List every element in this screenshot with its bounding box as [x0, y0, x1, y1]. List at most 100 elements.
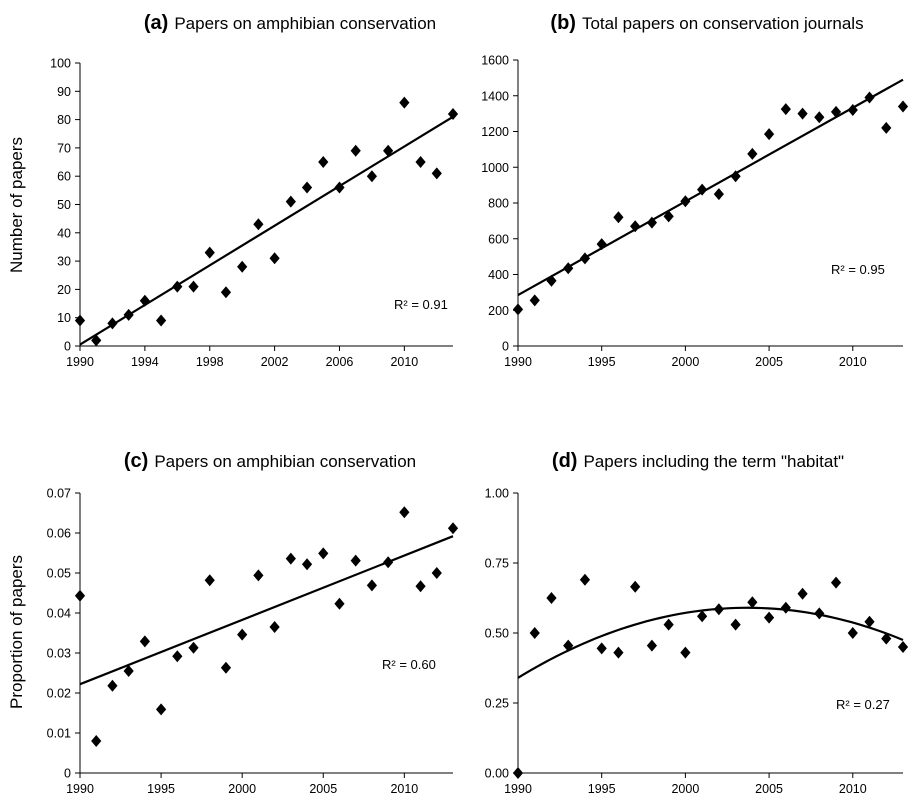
panel-c-r2-label: R² = 0.60 — [382, 657, 436, 672]
panel-a-x-tick-label: 1998 — [196, 355, 224, 369]
panel-c-x-tick-label: 1990 — [66, 782, 94, 796]
panel-a-r2-label: R² = 0.91 — [394, 297, 448, 312]
panel-c-y-tick-label: 0.07 — [47, 487, 71, 501]
panel-b: (b) Total papers on conservation journals… — [481, 12, 909, 369]
panel-d-x-tick-label: 2010 — [839, 782, 867, 796]
panel-a-data-point — [123, 308, 134, 321]
panel-a-data-point — [301, 181, 313, 194]
panel-a-data-point — [220, 286, 232, 299]
panel-a-title-text: Papers on amphibian conservation — [174, 14, 436, 33]
panel-b-data-point — [730, 170, 741, 183]
panel-a-plot-area: 0 10 20 30 40 50 60 70 80 90 100 1990 1994 1998 2002 20… — [50, 57, 459, 369]
panel-d-data-point — [529, 627, 540, 639]
panel-a-data-point — [350, 144, 361, 157]
panel-a-data-point — [269, 252, 280, 265]
panel-a-trendline — [79, 115, 454, 346]
panel-a-data-point — [253, 218, 264, 231]
panel-a-y-tick-label: 80 — [57, 113, 71, 127]
panel-c-data-point — [139, 635, 150, 648]
panel-c-data-point — [334, 597, 345, 610]
panel-b-data-point — [579, 252, 591, 265]
panel-c-data-point — [318, 547, 329, 560]
panel-b-title: (b) Total papers on conservation journals — [550, 12, 863, 34]
panel-b-data-point — [529, 294, 540, 307]
panel-b-data-point — [897, 100, 909, 113]
panel-c-x-tick-label: 1995 — [147, 782, 175, 796]
panel-d-data-point — [663, 618, 674, 631]
panel-d-data-point — [630, 580, 641, 593]
panel-a-x-tick-label: 2002 — [261, 355, 289, 369]
panel-c-data-point — [447, 522, 459, 535]
panel-b-data-point — [546, 274, 557, 287]
panel-b-data-point — [596, 238, 607, 251]
panel-b-y-tick-label: 800 — [488, 197, 509, 211]
panel-a-x-tick-label: 1994 — [131, 355, 159, 369]
panel-c-y-tick-label: 0.02 — [47, 687, 71, 701]
panel-d-x-tick-label: 2000 — [671, 782, 699, 796]
panel-c-letter: (c) — [124, 450, 148, 472]
panel-c-data-point — [107, 679, 118, 692]
panel-c-data-point — [415, 580, 426, 593]
panel-d-letter: (d) — [552, 450, 578, 472]
panel-b-data-point — [763, 128, 775, 141]
panel-b-data-point — [814, 111, 825, 124]
panel-a-data-point — [399, 96, 410, 109]
panel-c-x-tick-label: 2005 — [309, 782, 337, 796]
panel-a-x-tick-label: 2010 — [390, 355, 418, 369]
panel-a-data-point — [204, 246, 215, 259]
panel-c-y-tick-label: 0.03 — [47, 647, 71, 661]
panel-a-y-tick-label: 70 — [57, 141, 71, 155]
panel-c-y-tick-label: 0.04 — [47, 607, 71, 621]
panel-d-data-point — [847, 627, 858, 639]
panel-b-data-point — [780, 103, 791, 116]
panel-c-data-point — [253, 569, 264, 582]
panel-c-data-point — [91, 735, 102, 747]
panel-a-x-tick-label: 2006 — [326, 355, 354, 369]
panel-d-data-point — [830, 576, 842, 589]
panel-d-y-tick-label: 0.75 — [485, 557, 509, 571]
panel-b-y-tick-label: 200 — [488, 304, 509, 318]
panel-d-y-tick-label: 0.25 — [485, 697, 509, 711]
panel-d-data-point — [579, 573, 591, 586]
panel-c-x-tick-label: 2000 — [228, 782, 256, 796]
panel-c-data-point — [123, 665, 134, 677]
panel-a-data-point — [91, 334, 102, 347]
panel-d-data-point — [596, 642, 607, 655]
panel-c: (c) Papers on amphibian conservation Prop… — [7, 450, 459, 796]
panel-c-y-tick-label: 0.06 — [47, 527, 71, 541]
panel-d-data-point — [814, 607, 825, 620]
panel-b-data-point — [613, 211, 624, 224]
panel-d-y-tick-label: 0.50 — [485, 627, 509, 641]
panel-c-data-point — [155, 703, 167, 716]
panel-b-data-point — [864, 91, 875, 104]
panel-c-y-tick-label: 0.01 — [47, 727, 71, 741]
panel-d-x-tick-label: 2005 — [755, 782, 783, 796]
panel-a-data-point — [74, 314, 86, 327]
panel-c-title: (c) Papers on amphibian conservation — [124, 450, 416, 472]
panel-c-y-tick-label: 0 — [64, 767, 71, 781]
panel-b-data-point — [512, 303, 524, 316]
panel-b-data-point — [680, 195, 691, 208]
panel-a-y-axis-label: Number of papers — [7, 137, 26, 273]
panel-d-data-point — [864, 615, 875, 628]
panel-d-data-point — [747, 596, 758, 609]
panel-a-data-point — [334, 181, 345, 194]
panel-a-data-point — [285, 195, 296, 208]
panel-d-x-tick-label: 1990 — [504, 782, 532, 796]
panel-d-data-point — [646, 639, 658, 652]
panel-d-r2-label: R² = 0.27 — [836, 697, 890, 712]
panel-c-data-point — [220, 661, 232, 674]
panel-b-data-point — [830, 105, 842, 118]
panel-d-y-tick-label: 1.00 — [485, 487, 509, 501]
panel-c-title-text: Papers on amphibian conservation — [154, 452, 416, 471]
panel-d-plot-area: 0.00 0.25 0.50 0.75 1.00 1990 1995 2000 2005 2010 — [485, 487, 909, 796]
panel-d-data-point — [897, 641, 909, 653]
panel-c-plot-area: 0 0.01 0.02 0.03 0.04 0.05 0.06 0.07 1990 1995 200… — [47, 487, 459, 796]
panel-c-data-point — [74, 589, 86, 602]
panel-a-y-tick-label: 10 — [57, 311, 71, 325]
panel-a-data-point — [155, 314, 167, 327]
panel-d-data-point — [697, 610, 708, 623]
panel-d-data-point — [680, 646, 691, 659]
panel-c-data-point — [172, 650, 183, 663]
